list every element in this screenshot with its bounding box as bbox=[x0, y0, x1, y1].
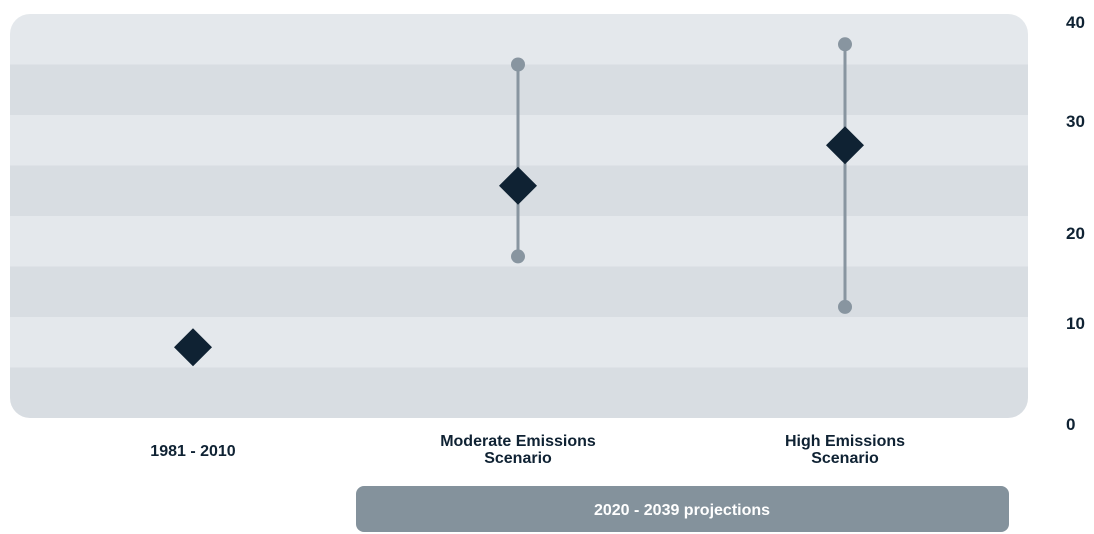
category-label: Moderate Emissions bbox=[440, 433, 596, 450]
range-low-point bbox=[838, 299, 852, 314]
y-tick-label: 30 bbox=[1066, 112, 1085, 131]
y-tick-label: 20 bbox=[1066, 224, 1085, 243]
background-band bbox=[10, 317, 1028, 368]
background-band bbox=[10, 266, 1028, 318]
projection-bracket: 2020 - 2039 projections bbox=[356, 486, 1009, 532]
value-marker bbox=[826, 126, 864, 165]
y-tick-label: 0 bbox=[1066, 415, 1075, 434]
value-series bbox=[174, 126, 864, 367]
category-label: Scenario bbox=[811, 450, 879, 467]
category-label: Scenario bbox=[484, 450, 552, 467]
range-high-point bbox=[838, 37, 852, 52]
projection-bracket-bar bbox=[356, 486, 1009, 532]
projection-bracket-label: 2020 - 2039 projections bbox=[594, 502, 770, 519]
range-series bbox=[511, 37, 852, 314]
background-band bbox=[10, 367, 1028, 418]
y-axis: 0 10 20 30 40 bbox=[1066, 13, 1085, 434]
value-marker bbox=[174, 328, 212, 367]
range-high-point bbox=[511, 57, 525, 72]
y-tick-label: 10 bbox=[1066, 314, 1085, 333]
y-tick-label: 40 bbox=[1066, 13, 1085, 32]
background-band bbox=[10, 14, 1028, 65]
category-label: High Emissions bbox=[785, 433, 905, 450]
value-marker bbox=[499, 166, 537, 205]
range-low-point bbox=[511, 249, 525, 264]
category-label: 1981 - 2010 bbox=[150, 443, 236, 460]
